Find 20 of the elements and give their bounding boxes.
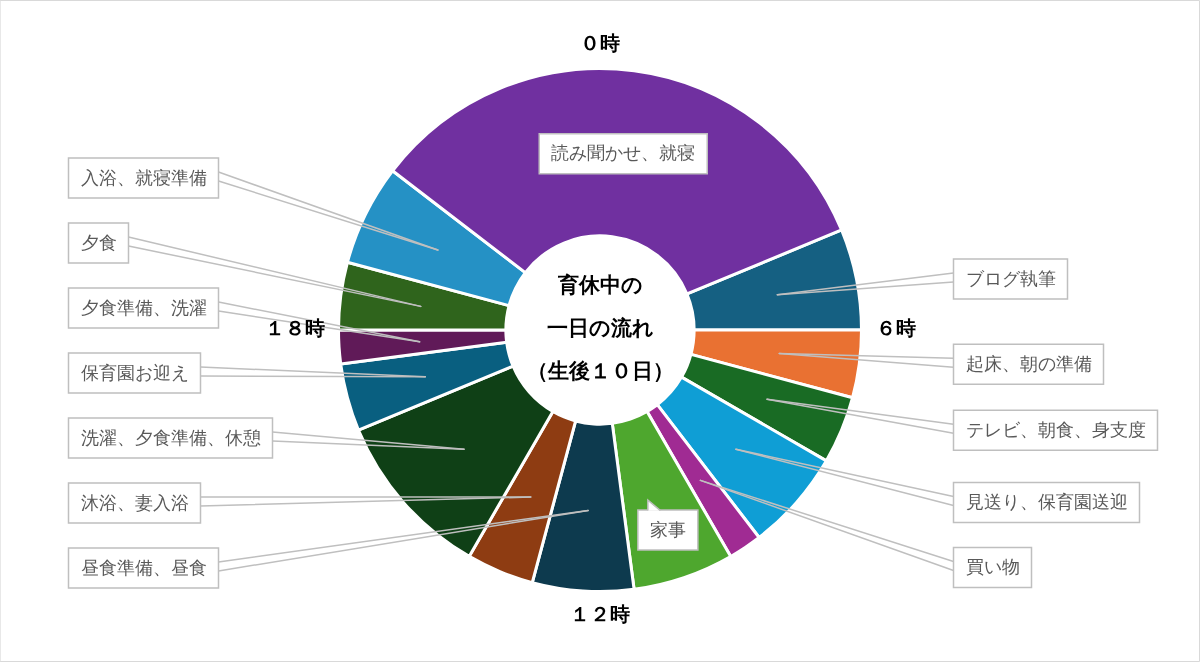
slice-label: 読み聞かせ、就寝 xyxy=(551,142,696,164)
slice-label: 沐浴、妻入浴 xyxy=(80,491,189,513)
slice-label: ブログ執筆 xyxy=(965,267,1056,289)
text: １２時 xyxy=(570,601,630,626)
slice-label: 保育園お迎え xyxy=(80,361,189,383)
slice-label: 起床、朝の準備 xyxy=(965,352,1092,374)
slice-label: 夕食 xyxy=(80,231,117,253)
slice-label: 入浴、就寝準備 xyxy=(80,166,207,188)
slice-label: 買い物 xyxy=(965,556,1020,578)
slice-label: 見送り、保育園送迎 xyxy=(965,491,1128,513)
text: 育休中の一日の流れ xyxy=(546,273,654,341)
slice-label: 昼食準備、昼食 xyxy=(80,556,207,578)
slice-label: 夕食準備、洗濯 xyxy=(80,296,207,318)
slice-label: 洗濯、夕食準備、休憩 xyxy=(80,426,261,448)
slice-label: 家事 xyxy=(649,518,686,540)
text: ０時 xyxy=(580,30,620,55)
text: ６時 xyxy=(875,316,916,341)
text: １８時 xyxy=(264,316,325,341)
text: （生後１０日） xyxy=(526,359,674,384)
slice-label: テレビ、朝食、身支度 xyxy=(965,418,1146,440)
